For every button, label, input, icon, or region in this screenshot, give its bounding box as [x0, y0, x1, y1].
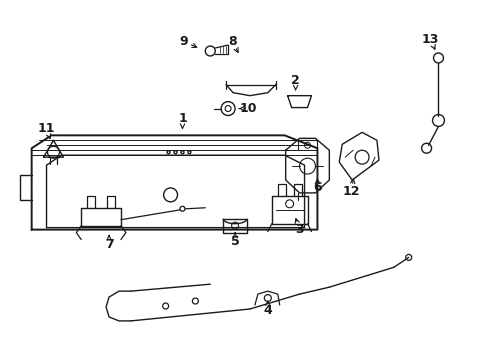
- Text: 11: 11: [38, 122, 55, 135]
- Text: 8: 8: [227, 35, 236, 48]
- Circle shape: [167, 151, 170, 154]
- Text: 1: 1: [178, 112, 186, 125]
- Circle shape: [187, 151, 190, 154]
- Text: 9: 9: [179, 35, 187, 48]
- Text: 10: 10: [239, 102, 256, 115]
- Text: 6: 6: [312, 181, 321, 194]
- Text: 4: 4: [263, 305, 272, 318]
- Text: 7: 7: [104, 238, 113, 251]
- Text: 2: 2: [291, 74, 299, 87]
- Circle shape: [181, 151, 183, 154]
- Text: 13: 13: [421, 33, 438, 46]
- Circle shape: [174, 151, 177, 154]
- Circle shape: [163, 303, 168, 309]
- Text: 3: 3: [295, 223, 303, 236]
- Text: 12: 12: [342, 185, 359, 198]
- Text: 5: 5: [230, 235, 239, 248]
- Circle shape: [192, 298, 198, 304]
